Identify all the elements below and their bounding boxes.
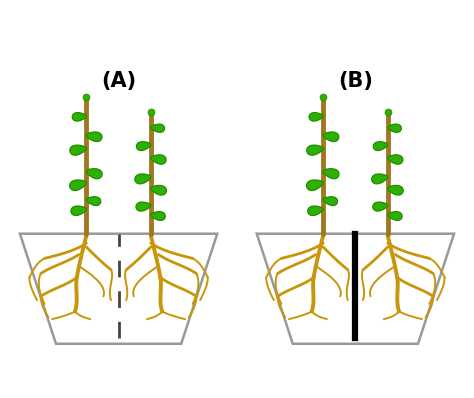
Polygon shape	[388, 212, 402, 220]
Polygon shape	[151, 124, 164, 133]
Polygon shape	[86, 197, 101, 206]
Polygon shape	[257, 234, 454, 344]
Polygon shape	[151, 155, 166, 164]
Polygon shape	[151, 185, 166, 195]
Polygon shape	[373, 142, 388, 150]
Polygon shape	[309, 113, 323, 121]
Polygon shape	[151, 212, 165, 220]
Polygon shape	[135, 174, 151, 184]
Polygon shape	[323, 197, 337, 206]
Polygon shape	[323, 169, 339, 179]
Polygon shape	[86, 132, 102, 142]
Polygon shape	[388, 124, 401, 133]
Polygon shape	[388, 155, 403, 164]
Polygon shape	[308, 206, 323, 216]
Polygon shape	[20, 234, 217, 344]
Polygon shape	[373, 202, 388, 211]
Polygon shape	[136, 202, 151, 211]
Polygon shape	[70, 145, 86, 155]
Text: (B): (B)	[338, 71, 373, 91]
Polygon shape	[72, 113, 86, 121]
Polygon shape	[388, 185, 403, 195]
Polygon shape	[307, 180, 323, 191]
Polygon shape	[70, 180, 86, 191]
Polygon shape	[307, 145, 323, 155]
Polygon shape	[71, 206, 86, 216]
Polygon shape	[323, 132, 339, 142]
Polygon shape	[137, 142, 151, 150]
Text: (A): (A)	[101, 71, 136, 91]
Polygon shape	[86, 169, 102, 179]
Polygon shape	[372, 174, 388, 184]
